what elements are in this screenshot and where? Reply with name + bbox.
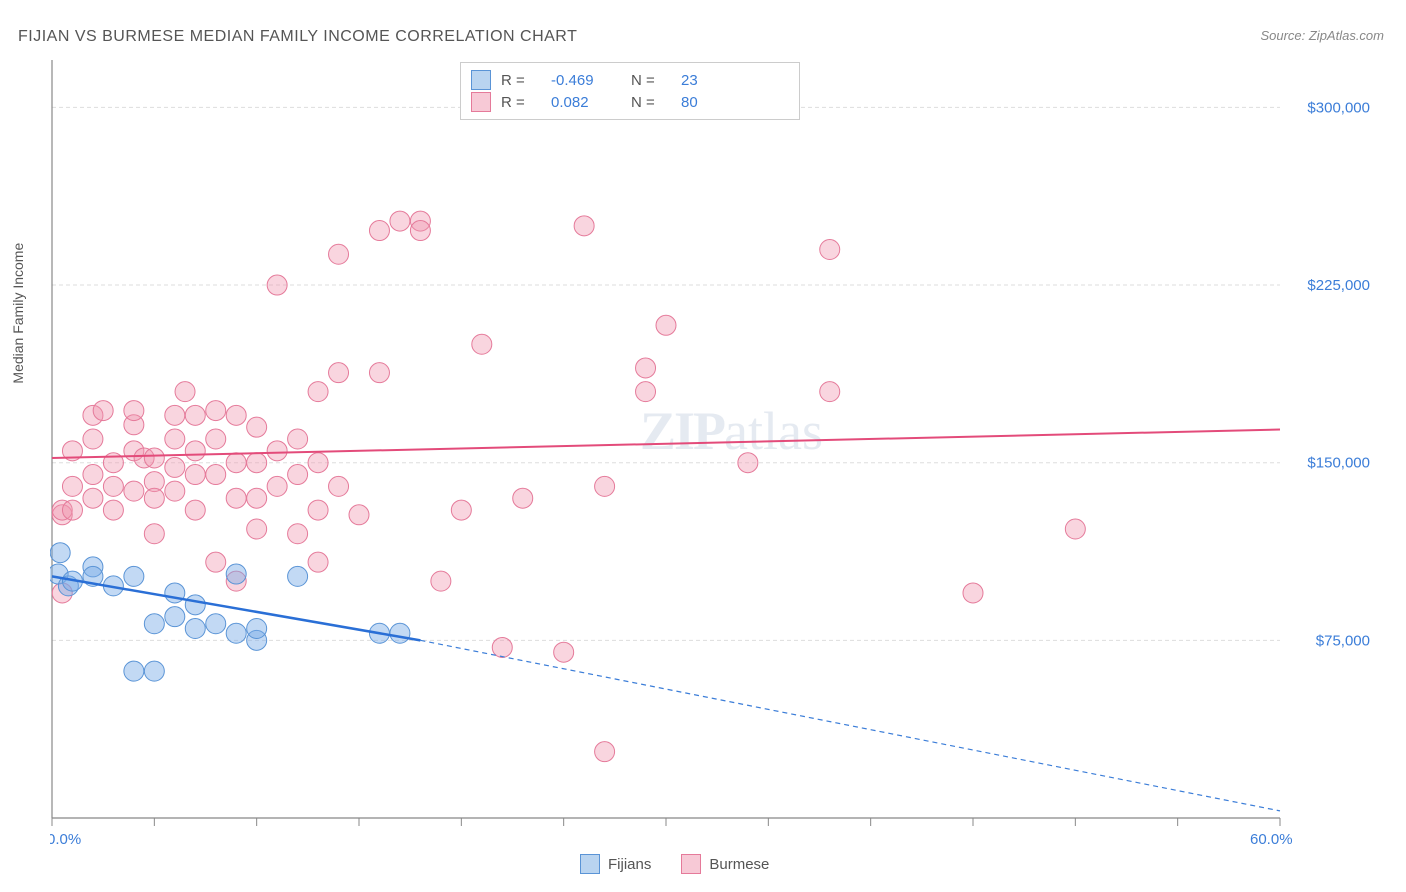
svg-text:60.0%: 60.0% xyxy=(1250,831,1293,848)
legend-swatch2-burmese xyxy=(681,854,701,874)
legend-label-burmese: Burmese xyxy=(709,856,769,873)
source-value: ZipAtlas.com xyxy=(1309,28,1384,43)
n-label-burmese: N = xyxy=(631,94,671,111)
y-axis-label: Median Family Income xyxy=(10,243,26,384)
r-value-burmese: 0.082 xyxy=(551,94,621,111)
legend-swatch-fijians xyxy=(471,70,491,90)
legend-label-fijians: Fijians xyxy=(608,856,651,873)
legend-row-burmese: R = 0.082 N = 80 xyxy=(471,91,789,113)
svg-text:$75,000: $75,000 xyxy=(1316,632,1370,649)
r-label-burmese: R = xyxy=(501,94,541,111)
legend-item-burmese: Burmese xyxy=(681,854,769,874)
n-value-fijians: 23 xyxy=(681,72,698,89)
svg-text:$150,000: $150,000 xyxy=(1307,455,1370,472)
legend-swatch-burmese xyxy=(471,92,491,112)
n-label-fijians: N = xyxy=(631,72,671,89)
chart-title: FIJIAN VS BURMESE MEDIAN FAMILY INCOME C… xyxy=(18,28,577,46)
source-citation: Source: ZipAtlas.com xyxy=(1260,28,1384,43)
r-label-fijians: R = xyxy=(501,72,541,89)
legend-item-fijians: Fijians xyxy=(580,854,651,874)
svg-text:$300,000: $300,000 xyxy=(1307,99,1370,116)
source-label: Source: xyxy=(1260,28,1308,43)
legend-row-fijians: R = -0.469 N = 23 xyxy=(471,69,789,91)
series-legend: Fijians Burmese xyxy=(580,854,769,874)
chart-svg: $75,000 $150,000 $225,000 $300,000 0.0% 60.0% xyxy=(50,58,1380,848)
r-value-fijians: -0.469 xyxy=(551,72,621,89)
svg-text:0.0%: 0.0% xyxy=(50,831,81,848)
legend-swatch2-fijians xyxy=(580,854,600,874)
correlation-legend: R = -0.469 N = 23 R = 0.082 N = 80 xyxy=(460,62,800,120)
svg-text:$225,000: $225,000 xyxy=(1307,277,1370,294)
n-value-burmese: 80 xyxy=(681,94,698,111)
chart-container: FIJIAN VS BURMESE MEDIAN FAMILY INCOME C… xyxy=(0,0,1406,892)
chart-plot: $75,000 $150,000 $225,000 $300,000 0.0% 60.0% xyxy=(50,58,1380,848)
